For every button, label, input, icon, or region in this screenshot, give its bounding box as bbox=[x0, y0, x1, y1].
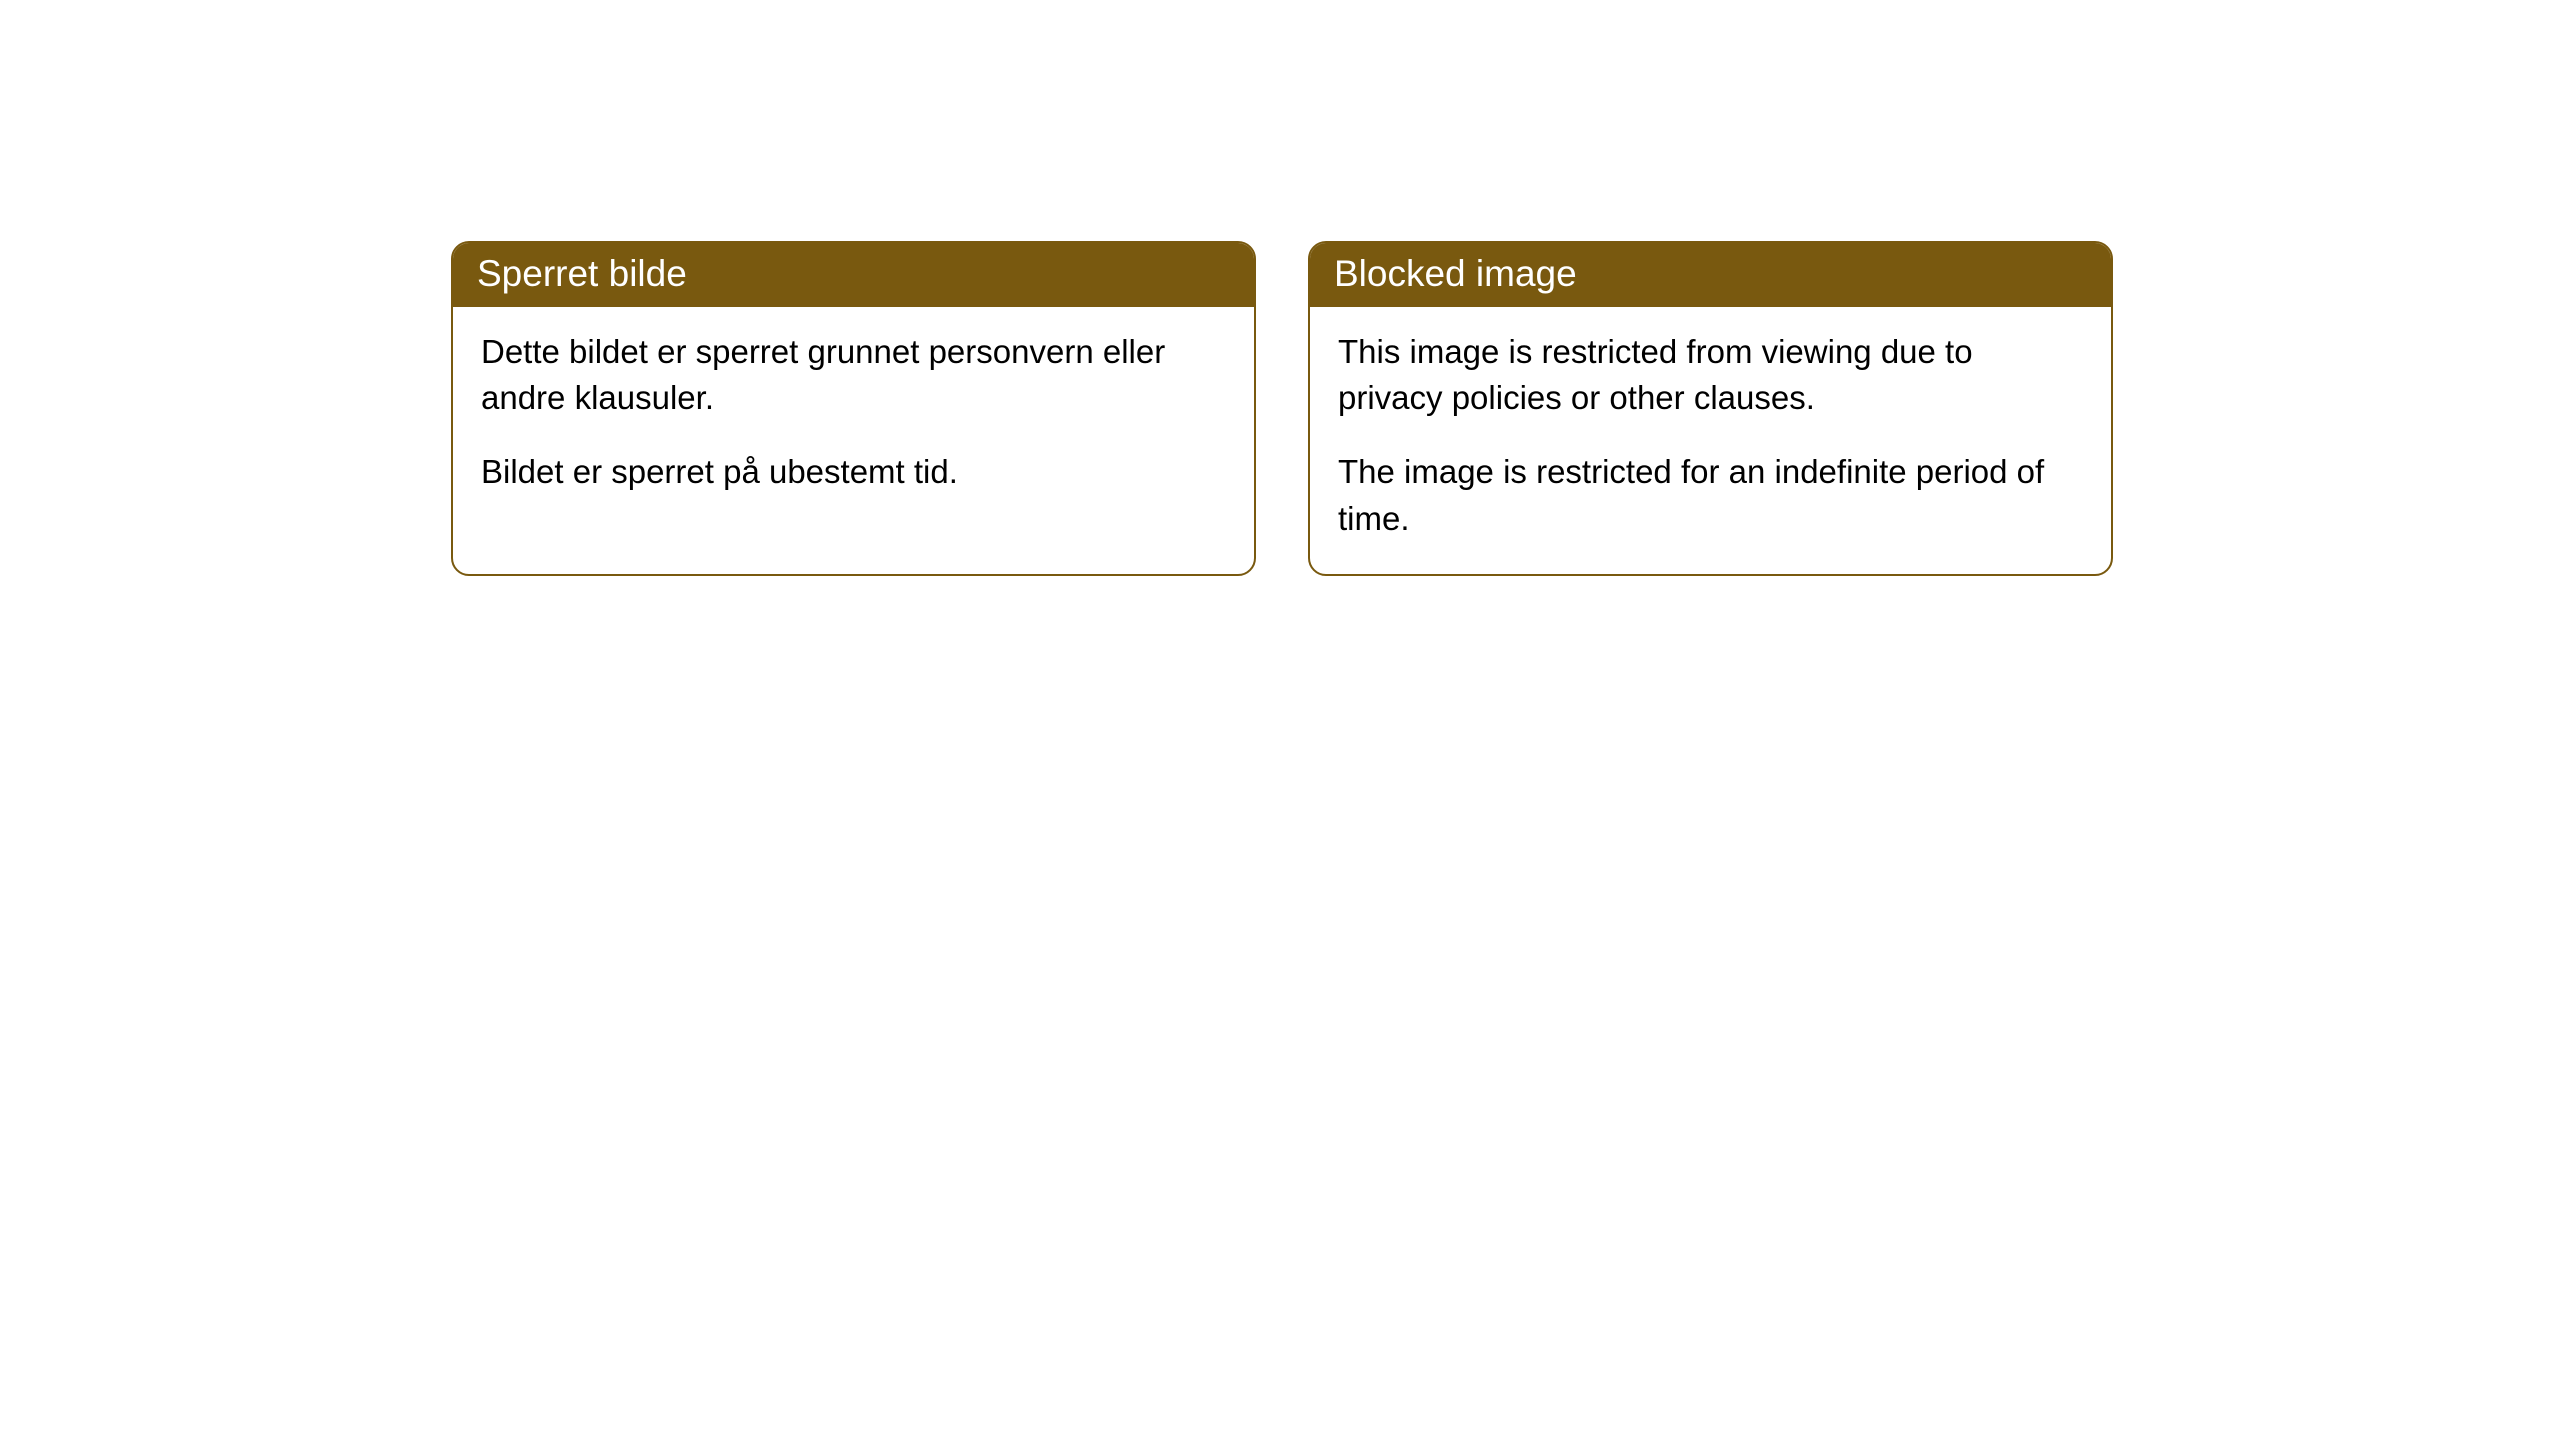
notice-paragraph-2-english: The image is restricted for an indefinit… bbox=[1338, 449, 2083, 541]
notice-body-norwegian: Dette bildet er sperret grunnet personve… bbox=[453, 307, 1254, 528]
notice-cards-container: Sperret bilde Dette bildet er sperret gr… bbox=[0, 0, 2560, 576]
notice-body-english: This image is restricted from viewing du… bbox=[1310, 307, 2111, 574]
notice-header-norwegian: Sperret bilde bbox=[453, 243, 1254, 307]
notice-paragraph-1-english: This image is restricted from viewing du… bbox=[1338, 329, 2083, 421]
notice-paragraph-1-norwegian: Dette bildet er sperret grunnet personve… bbox=[481, 329, 1226, 421]
notice-card-english: Blocked image This image is restricted f… bbox=[1308, 241, 2113, 576]
notice-paragraph-2-norwegian: Bildet er sperret på ubestemt tid. bbox=[481, 449, 1226, 495]
notice-card-norwegian: Sperret bilde Dette bildet er sperret gr… bbox=[451, 241, 1256, 576]
notice-header-english: Blocked image bbox=[1310, 243, 2111, 307]
